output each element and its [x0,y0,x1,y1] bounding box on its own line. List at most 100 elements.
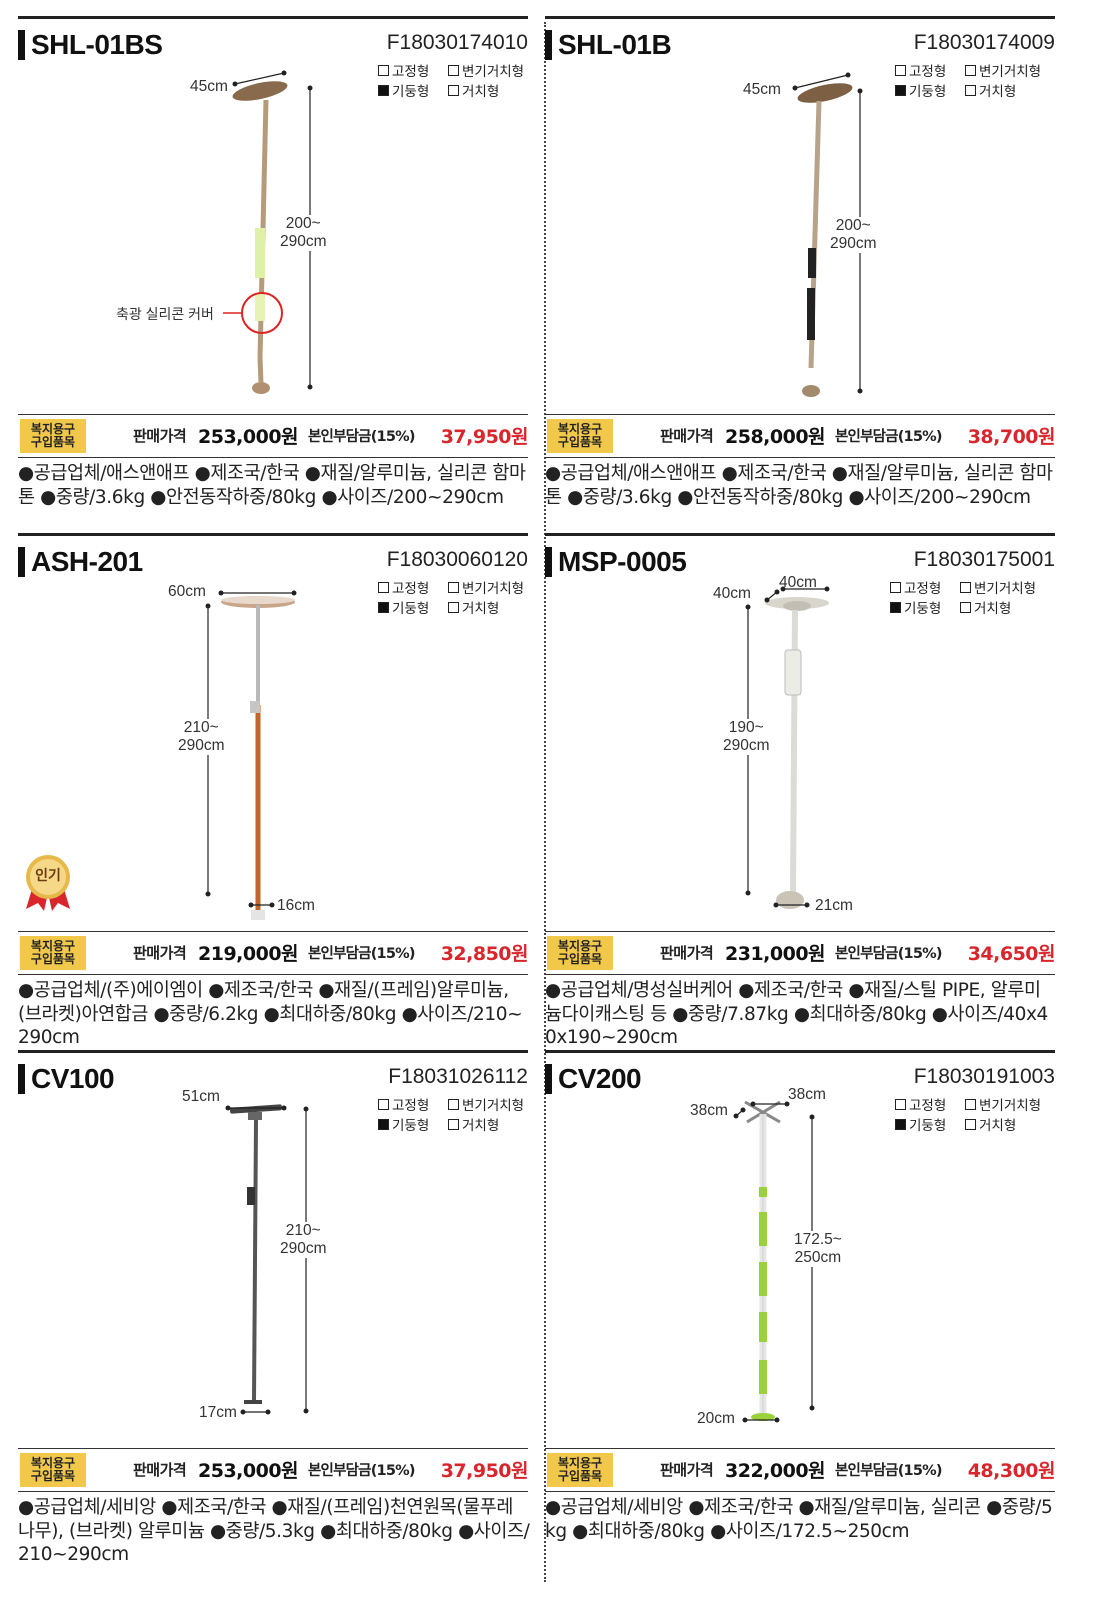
dim-base-label: 20cm [697,1410,735,1427]
price-value: 231,000원 [725,943,826,965]
checkbox-toilet [965,1098,976,1110]
popular-badge-text: 인기 [35,868,61,884]
popular-badge: 인기 [22,853,74,915]
checkbox-pole-checked [378,601,389,613]
product-code: F18031026112 [388,1065,528,1088]
price-label: 판매가격 [133,944,187,962]
burden-value: 37,950원 [440,1460,529,1482]
dim-top2-label: 40cm [779,574,817,591]
tag-line: 구입품목 [557,1469,603,1483]
product-card: SHL-01B F18030174009 고정형 변기거치형 기둥형 거치형 45c… [545,16,1056,526]
checkbox-pole-checked [890,601,901,613]
tag-line: 구입품목 [30,1469,76,1483]
type-label: 고정형 [392,1098,430,1114]
price-label: 판매가격 [660,1461,714,1479]
dim-top-label: 45cm [743,81,781,98]
type-label: 기둥형 [392,84,430,100]
burden-label: 본인부담금(15%) [308,1463,415,1479]
type-label: 기둥형 [904,601,942,617]
dim-height-line1: 210~ [183,719,219,736]
dim-height-line1: 200~ [835,217,871,234]
dim-top-label: 38cm [690,1102,728,1119]
dim-base-label: 17cm [199,1404,237,1421]
tag-line: 복지용구 [557,1456,603,1470]
checkbox-mount [448,601,459,613]
product-image: 45cm 200~ 290cm 축광 실리콘 커버 [18,58,528,408]
checkbox-mount [448,1118,459,1130]
model-name: SHL-01BS [31,29,163,60]
pole-illustration [745,586,830,909]
price-bar: 복지용구 구입품목 판매가격 258,000원 본인부담금(15%) 38,700… [545,414,1056,458]
type-label: 거치형 [979,1118,1017,1134]
price-bar: 복지용구 구입품목 판매가격 253,000원 본인부담금(15%) 37,950… [18,414,529,458]
dim-top-label: 51cm [182,1088,220,1105]
checkbox-fixed [378,581,389,593]
tag-line: 복지용구 [30,939,76,953]
card-top-rule [18,16,528,19]
type-label: 기둥형 [909,84,947,100]
type-label: 변기거치형 [462,1098,525,1114]
type-checkboxes: 고정형 변기거치형 기둥형 거치형 [378,1094,538,1134]
burden-value: 48,300원 [967,1460,1056,1482]
dim-height-label: 210~ 290cm [178,719,225,755]
price-value: 258,000원 [725,426,826,448]
pole-illustration [225,1104,309,1415]
product-card: ASH-201 F18030060120 고정형 변기거치형 기둥형 거치형 60c… [18,533,529,1048]
type-checkboxes: 고정형 변기거치형 기둥형 거치형 [378,60,538,100]
burden-label: 본인부담금(15%) [835,1463,942,1479]
welfare-tag: 복지용구 구입품목 [20,936,86,970]
dim-height-label: 172.5~ 250cm [794,1231,842,1267]
tag-line: 구입품목 [557,435,603,449]
pole-illustration [733,1100,815,1423]
dim-top-label: 60cm [168,583,206,600]
type-label: 변기거치형 [979,1098,1042,1114]
type-label: 기둥형 [909,1118,947,1134]
product-code: F18030174009 [913,31,1055,54]
product-card: MSP-0005 F18030175001 고정형 변기거치형 기둥형 거치형 40… [545,533,1056,1048]
burden-value: 38,700원 [967,426,1056,448]
checkbox-fixed [378,64,389,76]
spec-text: ●공급업체/애스앤애프 ●제조국/한국 ●재질/알루미늄, 실리콘 함마톤 ●중… [545,463,1053,508]
type-label: 변기거치형 [462,64,525,80]
callout-label: 축광 실리콘 커버 [116,306,214,322]
type-checkboxes: 고정형 변기거치형 기둥형 거치형 [895,60,1055,100]
checkbox-toilet [448,581,459,593]
dim-height-label: 200~ 290cm [830,217,877,253]
dim-base-label: 16cm [277,897,315,914]
type-label: 거치형 [979,84,1017,100]
burden-value: 37,950원 [440,426,529,448]
dim-base-label: 21cm [815,897,853,914]
product-card: CV200 F18030191003 고정형 변기거치형 기둥형 거치형 38cm [545,1050,1056,1560]
checkbox-toilet [448,64,459,76]
model-name: CV100 [31,1063,115,1094]
type-label: 기둥형 [392,1118,430,1134]
dim-top-label: 40cm [713,585,751,602]
price-bar: 복지용구 구입품목 판매가격 322,000원 본인부담금(15%) 48,300… [545,1448,1056,1492]
tag-line: 복지용구 [557,422,603,436]
type-label: 거치형 [462,84,500,100]
product-code: F18030191003 [913,1065,1055,1088]
heading-bar [18,30,25,60]
model-name: ASH-201 [31,546,143,577]
type-label: 거치형 [462,1118,500,1134]
checkbox-fixed [890,581,901,593]
price-value: 253,000원 [198,1460,299,1482]
card-top-rule [545,533,1055,536]
product-card: CV100 F18031026112 고정형 변기거치형 기둥형 거치형 51cm … [18,1050,530,1565]
dim-height-line1: 172.5~ [794,1231,842,1248]
checkbox-toilet [448,1098,459,1110]
product-image: 60cm 210~ 290cm 16cm [18,575,528,925]
checkbox-mount [965,84,976,96]
dim-height-line2: 290cm [280,1240,327,1257]
dim-height-label: 200~ 290cm [280,215,327,251]
type-checkboxes: 고정형 변기거치형 기둥형 거치형 [378,577,538,617]
pole-illustration [205,590,297,920]
type-label: 고정형 [392,581,430,597]
model-heading: SHL-01BS [18,28,163,62]
dim-height-label: 210~ 290cm [280,1222,327,1258]
price-label: 판매가격 [660,427,714,445]
dim-height-line2: 290cm [830,235,877,252]
model-heading: CV200 [545,1062,642,1096]
burden-label: 본인부담금(15%) [835,429,942,445]
card-top-rule [18,1050,528,1053]
